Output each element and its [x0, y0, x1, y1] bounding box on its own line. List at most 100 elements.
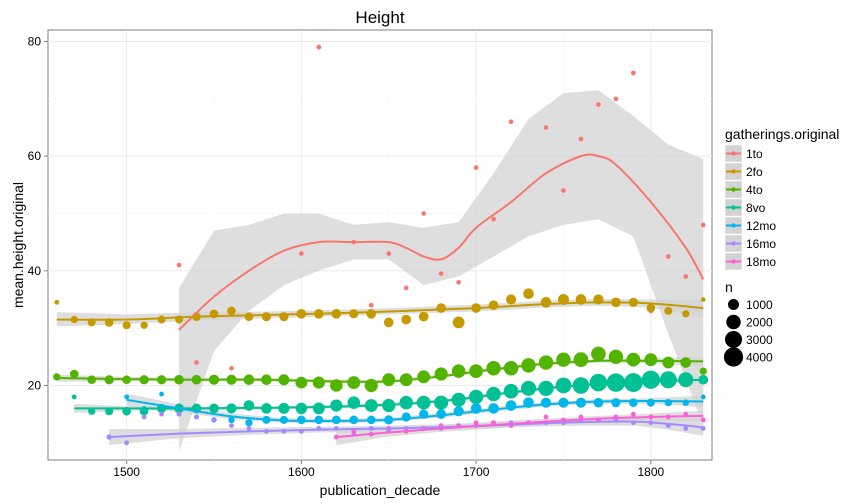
data-point-2fo	[540, 297, 552, 308]
smooth-line-12mo	[126, 398, 704, 423]
data-point-2fo	[418, 311, 429, 322]
data-point-4to	[626, 352, 641, 367]
legend-label-16mo: 16mo	[746, 237, 776, 251]
data-point-2fo	[664, 306, 673, 315]
x-axis-ticks: 1500 1600 1700 1800	[113, 460, 665, 479]
legend-label-4to: 4to	[746, 183, 763, 197]
size-legend-label: 2000	[746, 316, 773, 330]
data-point-2fo	[523, 288, 534, 300]
data-point-4to	[556, 352, 571, 367]
data-point-4to	[53, 373, 61, 381]
data-point-16mo	[211, 417, 217, 423]
data-point-2fo	[349, 309, 359, 319]
data-point-4to	[608, 349, 624, 365]
size-legend-point	[724, 330, 743, 349]
y-axis-ticks: 20 40 60 80	[28, 34, 48, 392]
data-point-12mo	[124, 394, 130, 400]
data-point-2fo	[244, 312, 254, 321]
y-tick-label: 80	[28, 34, 42, 48]
data-point-2fo	[682, 310, 690, 318]
data-point-4to	[662, 356, 675, 369]
data-point-16mo	[229, 423, 234, 429]
data-point-4to	[538, 355, 554, 370]
data-point-1to	[700, 222, 706, 228]
size-legend-label: 3000	[746, 333, 773, 347]
color-legend: gatherings.original 1to 2fo 4to 8vo 12mo 16mo…	[724, 126, 839, 271]
smooth-lines	[56, 153, 705, 439]
data-point-2fo	[646, 303, 656, 313]
data-point-1to	[386, 251, 392, 256]
data-point-4to	[451, 364, 466, 378]
data-point-12mo	[297, 415, 306, 425]
data-point-4to	[87, 375, 96, 385]
size-legend-title: n	[725, 279, 733, 295]
y-tick-label: 60	[28, 149, 42, 163]
data-point-2fo	[366, 308, 377, 319]
size-legend-keys: 1000 2000 3000 4000	[723, 298, 773, 367]
data-point-18mo	[630, 411, 636, 417]
legend-key-point-8vo	[731, 205, 736, 210]
data-point-12mo	[700, 394, 706, 400]
data-point-16mo	[176, 411, 182, 417]
size-legend-label: 1000	[746, 298, 773, 312]
legend-key-point-16mo	[731, 241, 736, 246]
data-point-18mo	[491, 420, 496, 426]
data-point-8vo	[88, 407, 96, 415]
data-point-8vo	[641, 370, 660, 389]
data-point-1to	[630, 70, 636, 76]
data-point-4to	[644, 353, 658, 367]
legend-label-18mo: 18mo	[746, 255, 776, 269]
data-point-1to	[508, 119, 514, 125]
data-point-12mo	[505, 400, 517, 411]
smooth-line-2fo	[56, 301, 704, 321]
data-point-12mo	[401, 412, 411, 422]
data-point-12mo	[245, 419, 253, 427]
size-legend-point	[727, 298, 740, 311]
data-point-4to	[69, 369, 79, 379]
data-point-16mo	[124, 440, 130, 446]
data-point-2fo	[140, 321, 148, 329]
data-point-18mo	[351, 428, 357, 434]
data-point-1to	[473, 165, 479, 170]
data-point-2fo	[122, 321, 131, 330]
data-point-16mo	[194, 414, 199, 420]
data-point-2fo	[452, 316, 465, 329]
data-point-2fo	[383, 317, 394, 328]
data-point-8vo	[295, 402, 308, 415]
data-point-12mo	[159, 391, 164, 397]
data-point-12mo	[611, 398, 621, 408]
data-point-4to	[591, 346, 606, 362]
data-point-1to	[578, 136, 584, 142]
x-tick-label: 1700	[463, 465, 490, 479]
size-legend-label: 4000	[746, 351, 773, 365]
data-point-1to	[683, 274, 689, 279]
data-point-8vo	[399, 395, 413, 410]
data-point-2fo	[227, 306, 236, 316]
data-point-8vo	[434, 395, 449, 410]
smooth-line-8vo	[74, 378, 704, 410]
data-point-12mo	[228, 416, 235, 424]
data-point-1to	[561, 188, 566, 193]
data-point-1to	[421, 211, 427, 216]
data-point-2fo	[157, 315, 166, 324]
data-point-1to	[543, 125, 549, 130]
data-point-1to	[316, 44, 322, 50]
data-point-12mo	[314, 415, 324, 425]
data-point-12mo	[629, 398, 638, 407]
legend-key-point-1to	[731, 151, 736, 156]
data-point-2fo	[700, 297, 706, 302]
data-point-1to	[194, 360, 199, 365]
data-point-2fo	[488, 300, 499, 311]
data-point-4to	[417, 370, 431, 384]
data-point-12mo	[436, 409, 446, 419]
smooth-line-4to	[56, 359, 704, 383]
data-point-2fo	[261, 312, 272, 322]
data-point-1to	[403, 285, 409, 291]
data-point-8vo	[589, 373, 608, 392]
data-point-2fo	[54, 299, 60, 305]
data-point-18mo	[543, 414, 549, 420]
data-point-4to	[573, 352, 589, 368]
data-point-18mo	[473, 420, 479, 426]
data-point-18mo	[700, 417, 706, 423]
data-point-4to	[312, 376, 325, 389]
